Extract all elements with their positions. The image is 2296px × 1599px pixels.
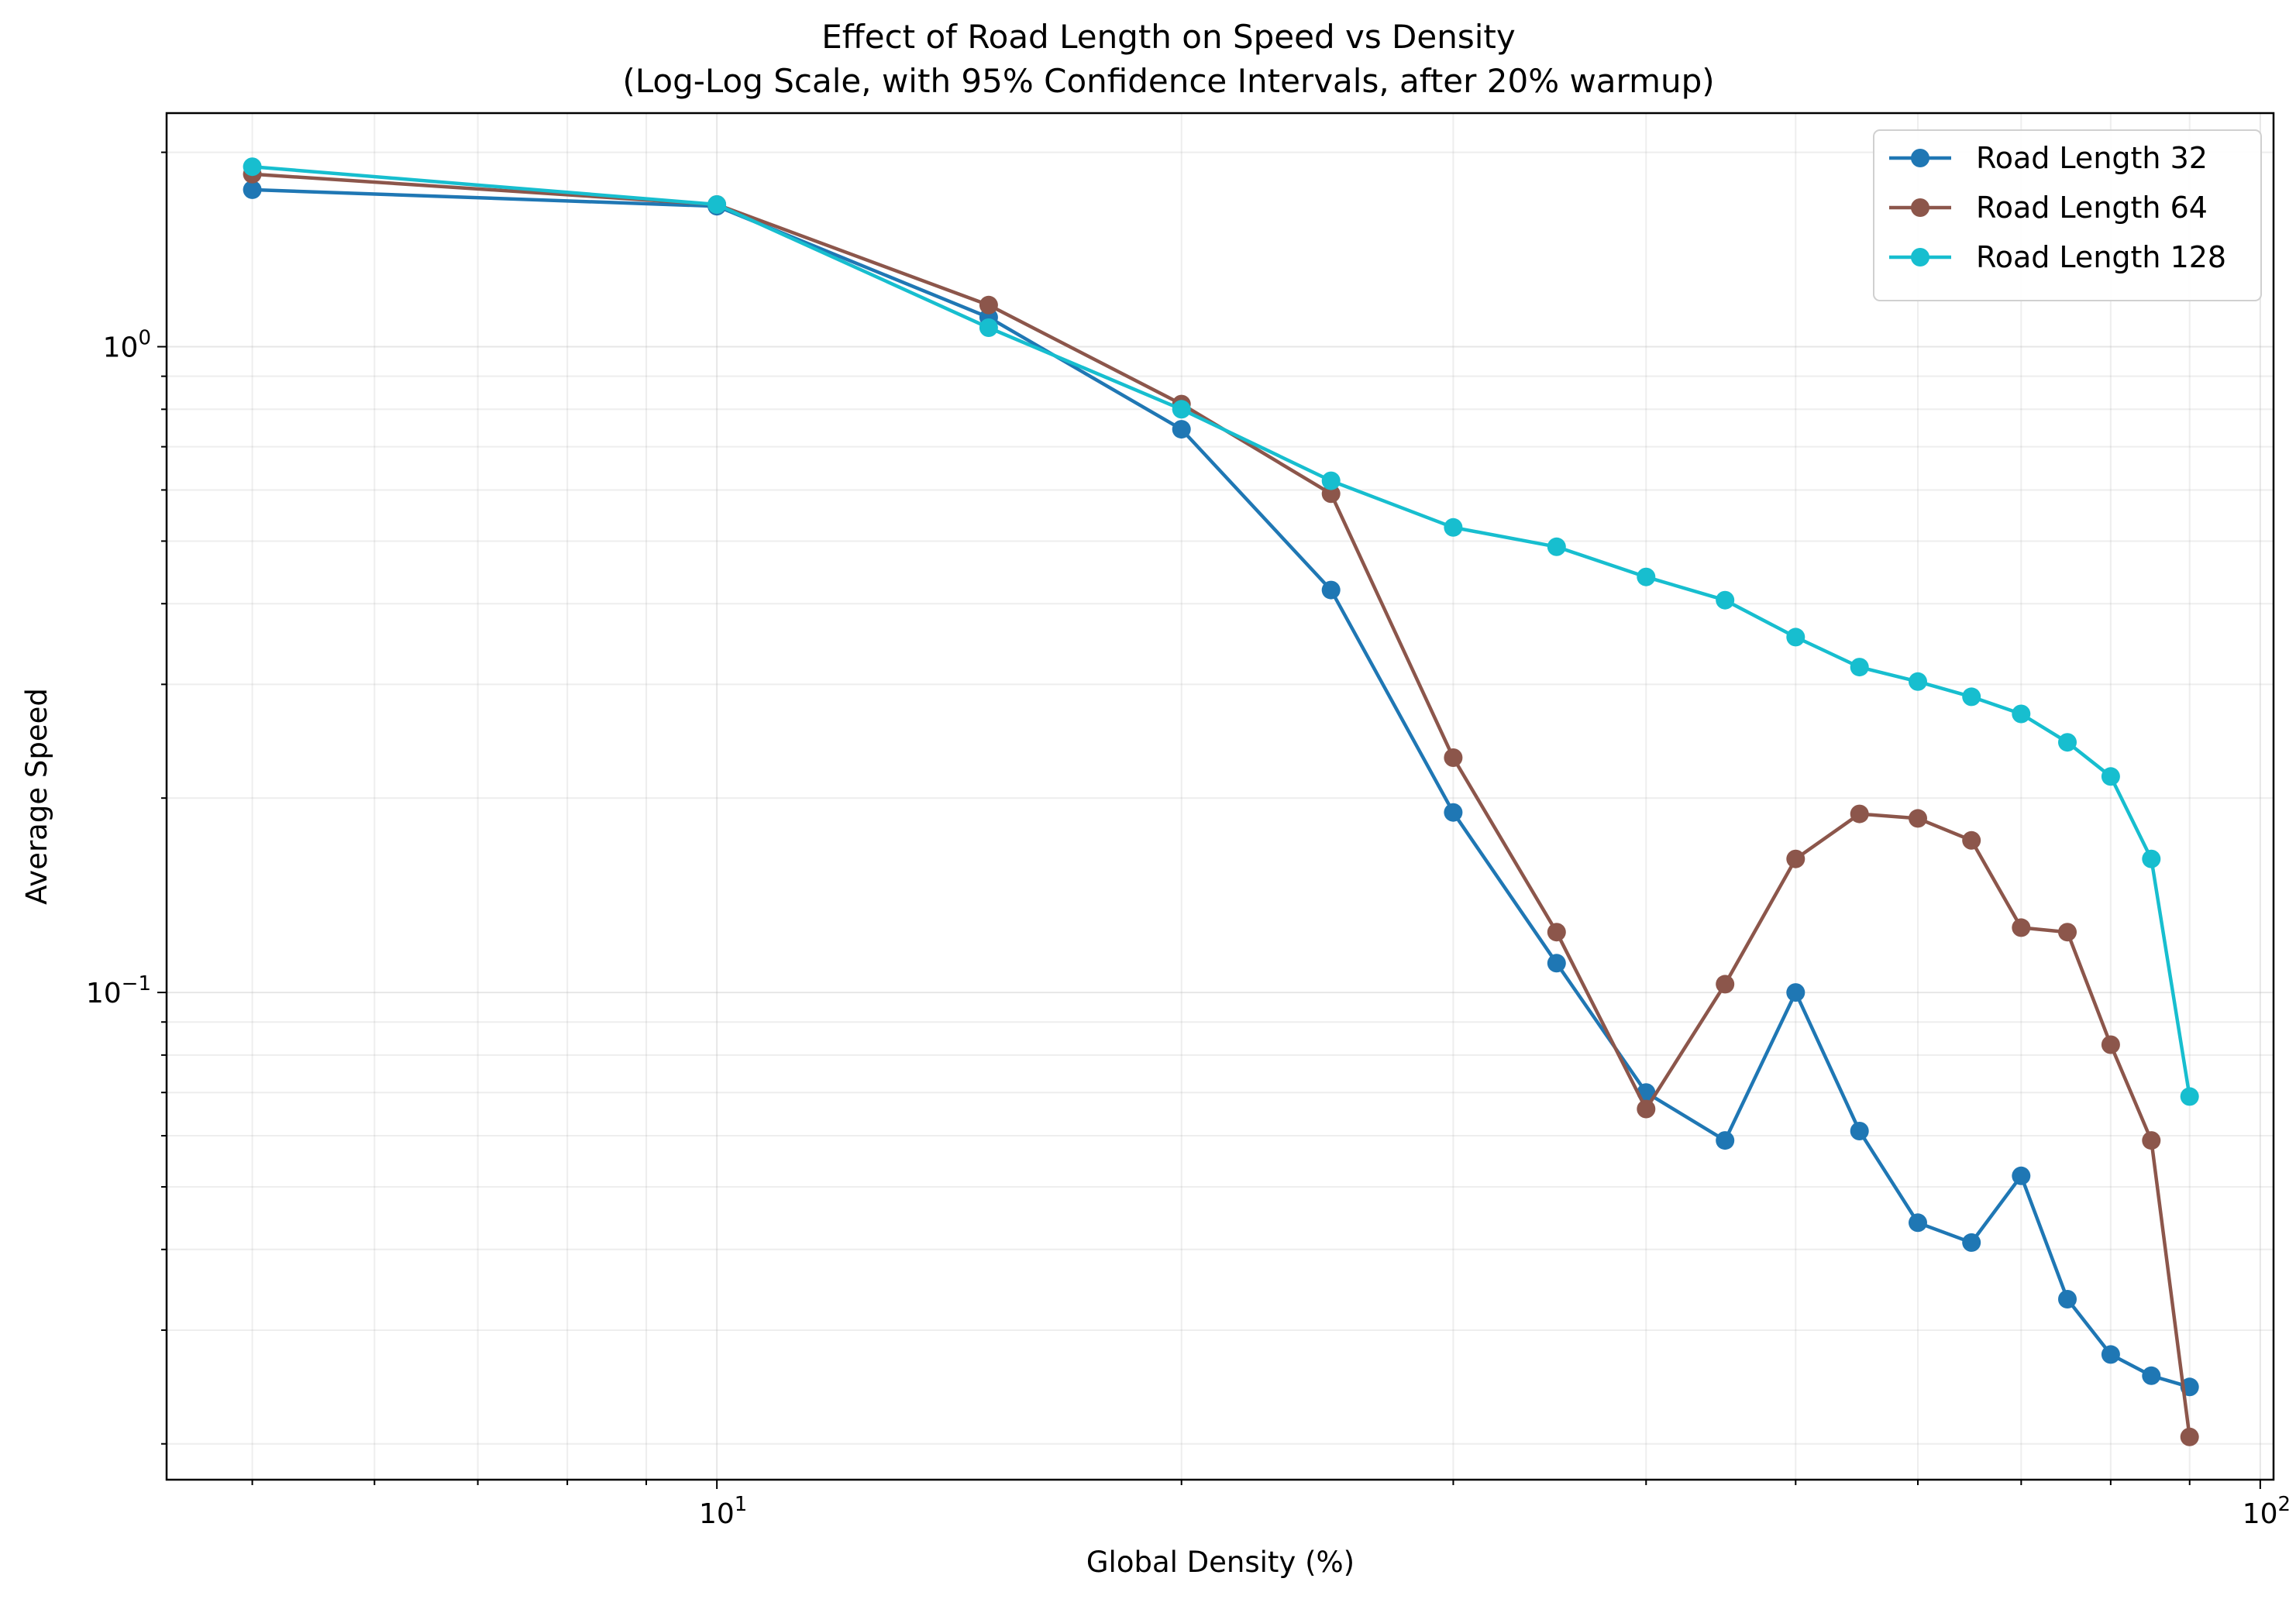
data-point <box>1716 975 1735 994</box>
data-point <box>2142 1366 2161 1385</box>
data-point <box>1321 471 1341 490</box>
x-tick-label: 101 <box>699 1493 747 1530</box>
data-point <box>2012 704 2031 724</box>
data-point <box>2058 923 2077 942</box>
data-point <box>2101 767 2120 786</box>
data-point <box>1172 400 1191 419</box>
series-1 <box>243 180 2199 1397</box>
data-point <box>979 318 998 337</box>
x-tick-label: 102 <box>2243 1493 2291 1530</box>
data-point <box>1547 954 1566 973</box>
data-point <box>2142 849 2161 868</box>
data-point <box>1786 983 1805 1002</box>
plot-area-frame <box>165 112 2275 1481</box>
data-point <box>1444 803 1463 822</box>
data-point <box>1850 658 1869 677</box>
legend-label: Road Length 128 <box>1976 240 2226 274</box>
data-point <box>1444 748 1463 767</box>
data-point <box>2180 1427 2199 1446</box>
data-point <box>1547 923 1566 942</box>
data-point <box>2101 1345 2120 1364</box>
data-point <box>243 157 262 177</box>
series-2 <box>243 164 2199 1446</box>
data-point <box>2012 918 2031 937</box>
data-point <box>2012 1166 2031 1185</box>
data-point <box>979 295 998 315</box>
legend: Road Length 32 Road Length 64 Road Length … <box>1873 129 2262 301</box>
data-point <box>1547 537 1566 556</box>
legend-label: Road Length 32 <box>1976 141 2208 175</box>
data-point <box>1850 804 1869 824</box>
data-point <box>1786 849 1805 868</box>
data-point <box>2058 733 2077 752</box>
data-point <box>1786 628 1805 647</box>
data-point <box>1962 687 1981 707</box>
data-point <box>1637 567 1656 586</box>
data-point <box>1962 1233 1981 1252</box>
data-point <box>1637 1099 1656 1119</box>
series-line <box>252 187 2191 1389</box>
data-point <box>1909 672 1927 691</box>
y-tick-label: 100 <box>103 327 151 364</box>
data-point <box>1716 590 1735 610</box>
series-3 <box>243 157 2199 1106</box>
series-line <box>252 172 2191 1438</box>
legend-swatch-marker <box>1911 198 1929 217</box>
data-point <box>1172 420 1191 439</box>
data-point <box>2180 1087 2199 1106</box>
data-point <box>2101 1035 2120 1054</box>
data-point <box>1962 830 1981 850</box>
data-point <box>1850 1122 1869 1140</box>
legend-swatch-marker <box>1911 248 1929 266</box>
data-point <box>1321 580 1341 600</box>
data-point <box>1909 1213 1927 1233</box>
data-point <box>707 195 727 214</box>
data-point <box>1909 809 1927 828</box>
data-point <box>243 180 262 199</box>
chart-title: Effect of Road Length on Speed vs Densit… <box>821 18 1515 56</box>
data-point <box>2142 1131 2161 1150</box>
data-point <box>1321 484 1341 504</box>
y-tick-label: 10−1 <box>86 972 151 1009</box>
x-axis-label: Global Density (%) <box>1086 1546 1355 1579</box>
legend-label: Road Length 64 <box>1976 191 2208 225</box>
legend-box <box>1873 129 2262 301</box>
series-layer <box>243 157 2199 1446</box>
y-axis-label: Average Speed <box>20 688 53 905</box>
axis-ticks: 101 102 10−1 100 <box>86 151 2291 1530</box>
legend-swatch-marker <box>1911 149 1929 167</box>
data-point <box>1716 1131 1735 1150</box>
data-point <box>2058 1290 2077 1308</box>
chart-subtitle: (Log-Log Scale, with 95% Confidence Inte… <box>622 62 1714 100</box>
data-point <box>1444 518 1463 537</box>
